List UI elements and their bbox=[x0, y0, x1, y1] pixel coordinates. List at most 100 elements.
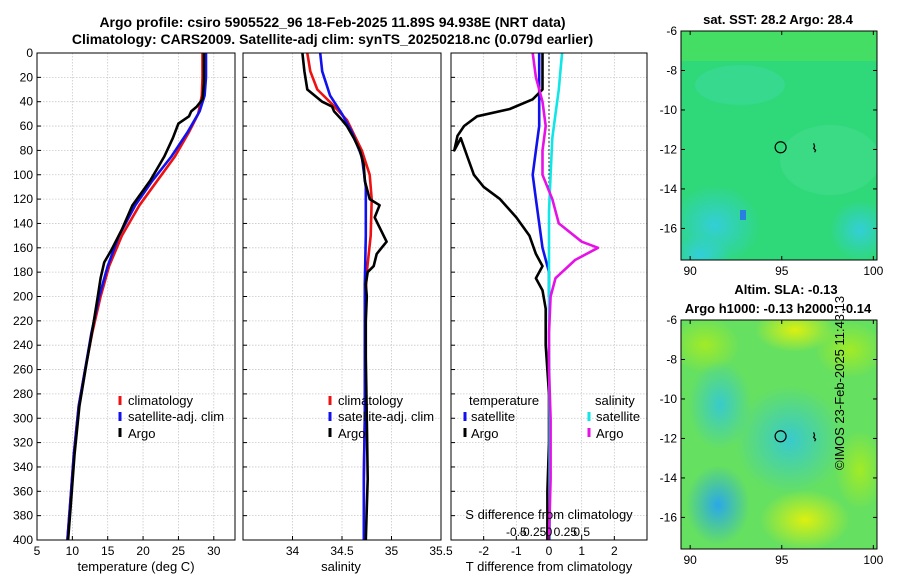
y-tick-label: 340 bbox=[13, 460, 33, 474]
legend-label-temp-satellite: satellite bbox=[471, 409, 515, 424]
x-tick-label: 34 bbox=[286, 544, 300, 558]
sst-cold-pixel bbox=[740, 210, 746, 220]
sla-map-field bbox=[681, 320, 877, 549]
map-x-tick-label: 90 bbox=[683, 264, 697, 278]
temperature-legend: climatology satellite-adj. clim Argo bbox=[118, 393, 224, 441]
diff-top-axis-label: S difference from climatology bbox=[465, 507, 633, 522]
x-tick-label: 35.5 bbox=[429, 544, 453, 558]
y-tick-label: 360 bbox=[13, 484, 33, 498]
sla-map-title-2: Argo h1000: -0.13 h2000: -0.14 bbox=[685, 301, 872, 316]
title-line-1: Argo profile: csiro 5905522_96 18-Feb-20… bbox=[99, 14, 566, 30]
y-tick-label: 260 bbox=[13, 363, 33, 377]
series-line-salinity-argo bbox=[531, 52, 600, 541]
temperature-xlabel: temperature (deg C) bbox=[77, 559, 194, 574]
sla-high-patch bbox=[755, 320, 835, 352]
map-y-tick-label: -12 bbox=[660, 431, 678, 445]
sst-map-axes: 90 95 100 -6 -8 -10 -12 -14 -16 bbox=[660, 24, 884, 278]
salinity-xlabel: salinity bbox=[321, 559, 361, 574]
map-y-tick-label: -12 bbox=[660, 142, 678, 156]
x-tick-label: 25 bbox=[172, 544, 186, 558]
y-tick-label: 300 bbox=[13, 411, 33, 425]
map-y-tick-label: -14 bbox=[660, 182, 678, 196]
sst-map-field bbox=[681, 31, 877, 260]
map-y-tick-label: -6 bbox=[666, 24, 677, 38]
difference-panel: -2 -1 0 1 2-0.5-0.25 0 0.250.5 bbox=[450, 52, 648, 558]
sst-patch bbox=[695, 65, 785, 105]
legend-label-sal-satellite: satellite bbox=[596, 409, 640, 424]
argo-location-marker bbox=[774, 430, 787, 443]
map-frame bbox=[680, 319, 878, 550]
temperature-panel: 5 10 15 20 25 3002040608010012014016018020022… bbox=[13, 46, 236, 558]
top-axis-tick-label: 0.25 bbox=[554, 525, 578, 539]
map-y-tick-label: -10 bbox=[660, 392, 678, 406]
sla-low-patch bbox=[688, 360, 752, 450]
sla-low-patch bbox=[686, 465, 750, 545]
x-tick-label: 5 bbox=[34, 544, 41, 558]
x-tick-label: -2 bbox=[478, 544, 489, 558]
figure-title: Argo profile: csiro 5905522_96 18-Feb-20… bbox=[0, 14, 665, 48]
y-tick-label: 0 bbox=[26, 46, 33, 60]
top-axis-tick-label: -0.5 bbox=[506, 525, 527, 539]
legend-title-salinity: salinity bbox=[595, 393, 635, 408]
x-tick-label: 30 bbox=[207, 544, 221, 558]
diff-xlabel: T difference from climatology bbox=[466, 559, 633, 574]
difference-legend: temperature satellite Argo salinity sate… bbox=[463, 393, 640, 441]
y-tick-label: 180 bbox=[13, 265, 33, 279]
map-x-tick-label: 100 bbox=[863, 553, 883, 567]
legend-label-climatology: climatology bbox=[128, 393, 194, 408]
y-tick-label: 320 bbox=[13, 436, 33, 450]
sst-cool-patch bbox=[681, 235, 730, 260]
imos-credit: ©IMOS 23-Feb-2025 11:43:13 bbox=[832, 295, 847, 470]
x-tick-label: 15 bbox=[101, 544, 115, 558]
y-tick-label: 80 bbox=[20, 143, 34, 157]
sla-high-patch bbox=[681, 320, 740, 373]
y-tick-label: 380 bbox=[13, 509, 33, 523]
map-y-tick-label: -8 bbox=[666, 352, 677, 366]
top-axis-tick-label: 0.5 bbox=[573, 525, 590, 539]
legend-label-argo: Argo bbox=[338, 426, 365, 441]
x-tick-label: 34.5 bbox=[330, 544, 354, 558]
map-y-tick-label: -6 bbox=[666, 313, 677, 327]
y-tick-label: 100 bbox=[13, 168, 33, 182]
legend-label-climatology: climatology bbox=[338, 393, 404, 408]
y-tick-label: 120 bbox=[13, 192, 33, 206]
legend-title-temperature: temperature bbox=[469, 393, 539, 408]
map-y-tick-label: -8 bbox=[666, 63, 677, 77]
map-frame bbox=[680, 30, 878, 261]
salinity-panel: 34 34.5 35 35.5 bbox=[242, 52, 453, 558]
series-line-argo bbox=[301, 52, 388, 541]
map-y-tick-label: -14 bbox=[660, 471, 678, 485]
x-tick-label: 35 bbox=[385, 544, 399, 558]
y-tick-label: 280 bbox=[13, 387, 33, 401]
island-outline bbox=[812, 432, 817, 442]
sla-low-patch bbox=[735, 385, 845, 495]
map-y-tick-label: -16 bbox=[660, 510, 678, 524]
sla-map-title-1: Altim. SLA: -0.13 bbox=[734, 282, 837, 297]
legend-label-argo: Argo bbox=[128, 426, 155, 441]
y-tick-label: 140 bbox=[13, 216, 33, 230]
y-tick-label: 200 bbox=[13, 290, 33, 304]
legend-label-temp-argo: Argo bbox=[471, 426, 498, 441]
x-tick-label: 20 bbox=[136, 544, 150, 558]
y-tick-label: 220 bbox=[13, 314, 33, 328]
map-x-tick-label: 95 bbox=[775, 264, 789, 278]
island-outline bbox=[812, 143, 817, 153]
sla-high-patch bbox=[835, 430, 877, 510]
legend-label-sal-argo: Argo bbox=[596, 426, 623, 441]
x-tick-label: 1 bbox=[578, 544, 585, 558]
x-tick-label: 10 bbox=[66, 544, 80, 558]
x-tick-label: 0 bbox=[546, 544, 553, 558]
sst-cool-patch bbox=[830, 200, 877, 260]
top-axis-tick-label: -0.25 bbox=[519, 525, 547, 539]
salinity-legend: climatology satellite-adj. clim Argo bbox=[328, 393, 434, 441]
sla-high-patch bbox=[815, 322, 877, 378]
x-tick-label: -1 bbox=[511, 544, 522, 558]
legend-label-satellite: satellite-adj. clim bbox=[128, 409, 224, 424]
map-x-tick-label: 95 bbox=[775, 553, 789, 567]
argo-location-marker bbox=[774, 141, 787, 154]
y-tick-label: 60 bbox=[20, 119, 34, 133]
map-x-tick-label: 100 bbox=[863, 264, 883, 278]
title-line-2: Climatology: CARS2009. Satellite-adj cli… bbox=[71, 31, 594, 47]
x-tick-label: 2 bbox=[611, 544, 618, 558]
